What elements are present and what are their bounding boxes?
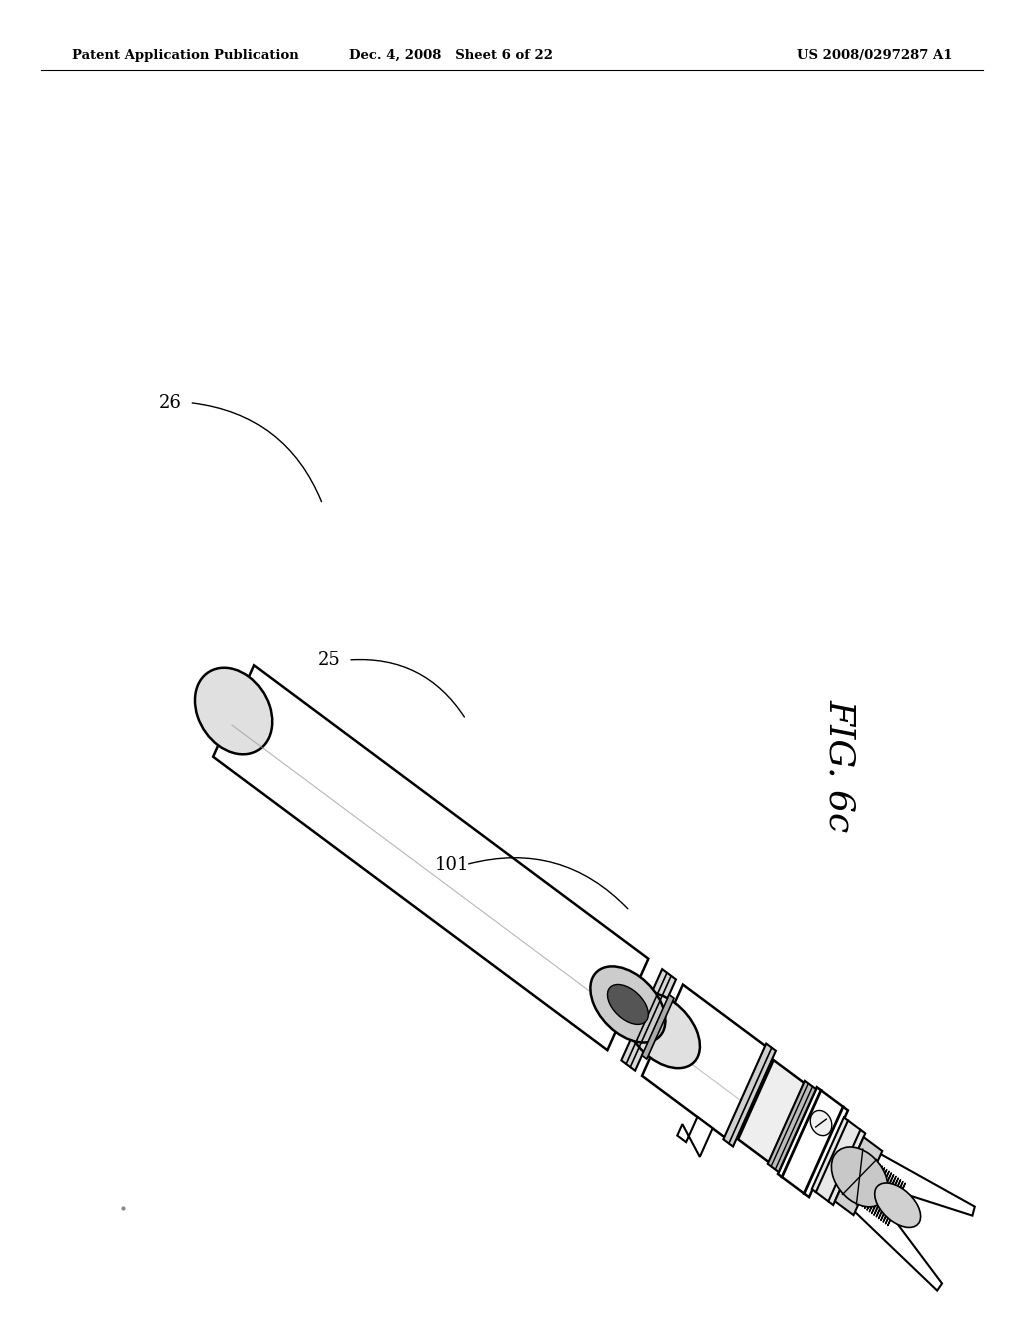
Text: 101: 101: [435, 855, 470, 874]
Polygon shape: [622, 969, 676, 1071]
Polygon shape: [642, 995, 674, 1059]
Polygon shape: [768, 1081, 816, 1172]
Ellipse shape: [591, 966, 666, 1043]
Polygon shape: [642, 985, 766, 1138]
Polygon shape: [738, 1060, 805, 1163]
Text: FIG. 6c: FIG. 6c: [822, 700, 857, 832]
Ellipse shape: [607, 985, 648, 1024]
Polygon shape: [870, 1152, 975, 1216]
Polygon shape: [778, 1088, 848, 1197]
Polygon shape: [835, 1137, 883, 1216]
Text: Patent Application Publication: Patent Application Publication: [72, 49, 298, 62]
Polygon shape: [723, 1044, 776, 1147]
Text: Dec. 4, 2008   Sheet 6 of 22: Dec. 4, 2008 Sheet 6 of 22: [348, 49, 553, 62]
Text: US 2008/0297287 A1: US 2008/0297287 A1: [797, 49, 952, 62]
Polygon shape: [677, 1117, 713, 1156]
Polygon shape: [853, 1187, 942, 1291]
Ellipse shape: [831, 1147, 888, 1206]
Text: 25: 25: [317, 651, 340, 669]
Text: 26: 26: [159, 393, 181, 412]
Ellipse shape: [195, 668, 272, 754]
Ellipse shape: [874, 1183, 921, 1228]
Polygon shape: [213, 665, 648, 1051]
Ellipse shape: [810, 1110, 831, 1135]
Ellipse shape: [625, 993, 700, 1068]
Polygon shape: [812, 1118, 865, 1205]
